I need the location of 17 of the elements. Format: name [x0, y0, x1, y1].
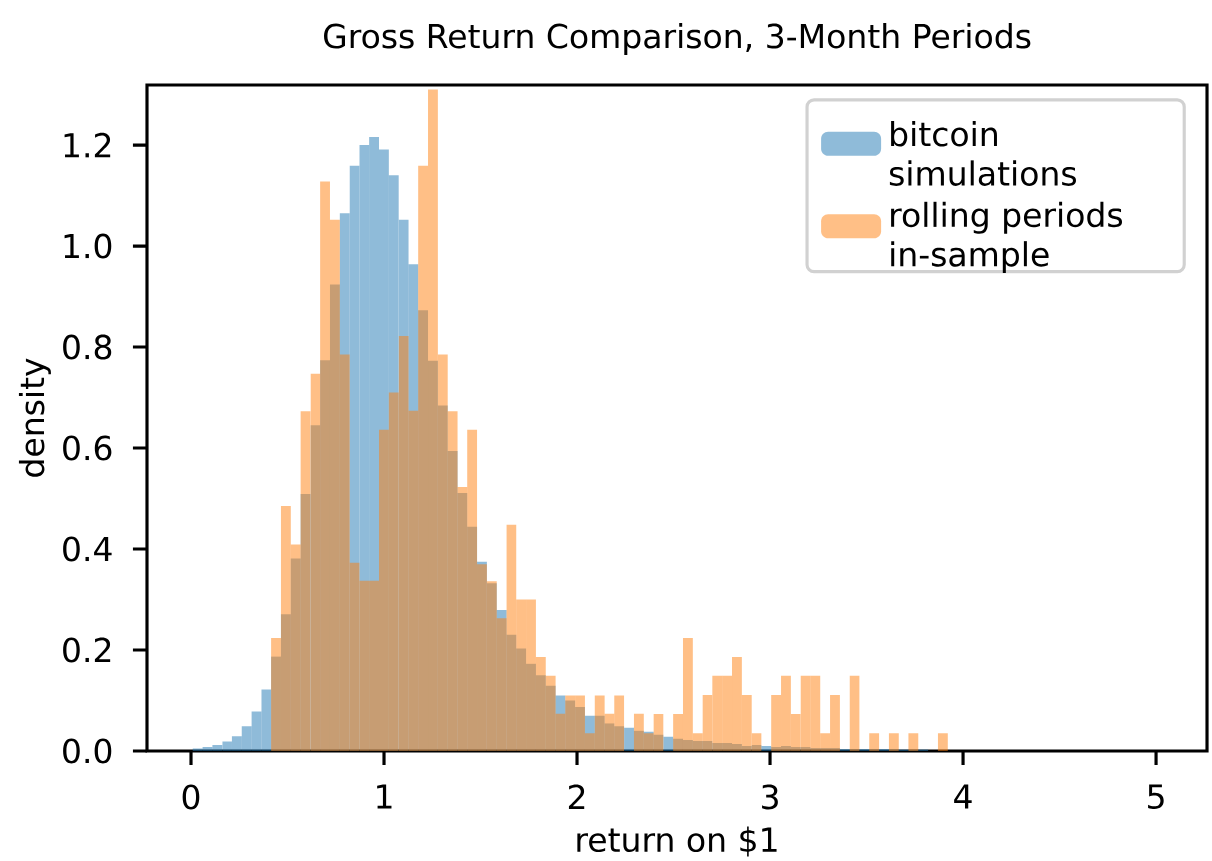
- y-tick-label: 0.2: [63, 637, 111, 663]
- y-tick-label: 1.2: [64, 132, 111, 158]
- chart-title: Gross Return Comparison, 3-Month Periods: [324, 23, 1031, 56]
- legend-label: rolling periods in-sample: [891, 201, 1123, 274]
- x-tick-label: 0: [182, 784, 200, 810]
- y-axis-title: density: [18, 358, 51, 477]
- y-tick-label: 0.4: [63, 536, 112, 562]
- y-tick-label: 0.6: [63, 435, 112, 461]
- x-tick-label: 2: [568, 784, 585, 810]
- x-tick-label: 3: [762, 784, 778, 810]
- y-tick-label: 0.8: [63, 334, 112, 360]
- x-tick-label: 1: [377, 784, 392, 809]
- x-tick-label: 5: [1148, 784, 1164, 810]
- y-tick-label: 1.0: [64, 233, 112, 259]
- x-tick-label: 4: [954, 784, 972, 809]
- y-tick-label: 0.0: [63, 738, 112, 764]
- x-axis-title: return on $1: [577, 826, 777, 857]
